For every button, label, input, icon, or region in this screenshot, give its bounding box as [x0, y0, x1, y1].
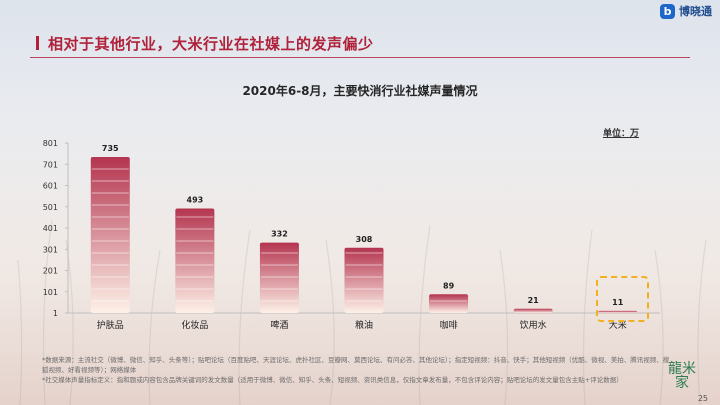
highlight-box-rice: [596, 276, 649, 322]
bar-group: [175, 208, 215, 313]
bar-group: [429, 294, 469, 313]
y-tick-label: 701: [43, 160, 58, 169]
x-category-label: 啤酒: [270, 319, 288, 331]
bar: [259, 242, 299, 313]
x-category-label: 粮油: [355, 319, 373, 331]
data-label: 89: [443, 281, 455, 290]
footnote-definition: *社交媒体声量指标定义：指和题或内容包含品牌关键词的发文数量（适用于微博、微信、…: [42, 376, 623, 384]
title-accent-bar: [36, 36, 39, 50]
x-category-label: 大米: [609, 319, 627, 331]
data-label: 21: [528, 296, 540, 305]
y-tick-label: 501: [43, 203, 58, 212]
watermark-stamp-text: 龍米家: [668, 361, 696, 391]
bar-group: [598, 310, 638, 313]
bar-group: [259, 242, 299, 313]
bar: [344, 247, 384, 313]
x-category-label: 咖啡: [440, 319, 458, 331]
bar: [175, 208, 215, 313]
data-label: 308: [356, 235, 373, 244]
data-label: 735: [102, 144, 119, 153]
chart-title: 2020年6-8月，主要快消行业社媒声量情况: [242, 84, 478, 98]
data-label: 493: [187, 195, 204, 204]
watermark-stamp: 龍米家: [662, 362, 702, 396]
y-tick-label: 801: [43, 139, 58, 148]
brand-logo-text: 博晓通: [679, 5, 712, 18]
footnote-data-source: *数据来源：主流社交（微博、微信、知乎、头条等）；贴吧论坛（百度贴吧、天涯论坛、…: [42, 356, 670, 374]
bar-group: [344, 247, 384, 313]
x-category-label: 饮用水: [520, 319, 547, 331]
y-tick-label: 601: [43, 182, 58, 191]
y-tick-label: 101: [43, 288, 58, 297]
bar: [429, 294, 469, 313]
bar: [513, 308, 553, 313]
x-category-label: 化妆品: [181, 319, 208, 331]
bar: [598, 310, 638, 313]
page-number: 25: [697, 394, 708, 403]
bar-group: [90, 157, 130, 313]
y-tick-label: 401: [43, 224, 58, 233]
data-label: 332: [271, 230, 288, 239]
x-category-label: 护肤品: [97, 319, 124, 331]
unit-label: 单位：万: [602, 129, 639, 139]
data-label: 11: [612, 298, 624, 307]
bar-group: [513, 308, 553, 313]
y-tick-label: 301: [43, 245, 58, 254]
footnotes: *数据来源：主流社交（微博、微信、知乎、头条等）；贴吧论坛（百度贴吧、天涯论坛、…: [42, 355, 674, 385]
title-divider: [30, 57, 690, 58]
brand-logo: b 博晓通: [660, 3, 712, 19]
brand-logo-icon: b: [660, 3, 675, 19]
slide-title: 相对于其他行业，大米行业在社媒上的发声偏少: [48, 35, 374, 53]
bar: [90, 157, 130, 313]
y-tick-label: 201: [43, 267, 58, 276]
y-tick-label: 1: [53, 309, 58, 318]
